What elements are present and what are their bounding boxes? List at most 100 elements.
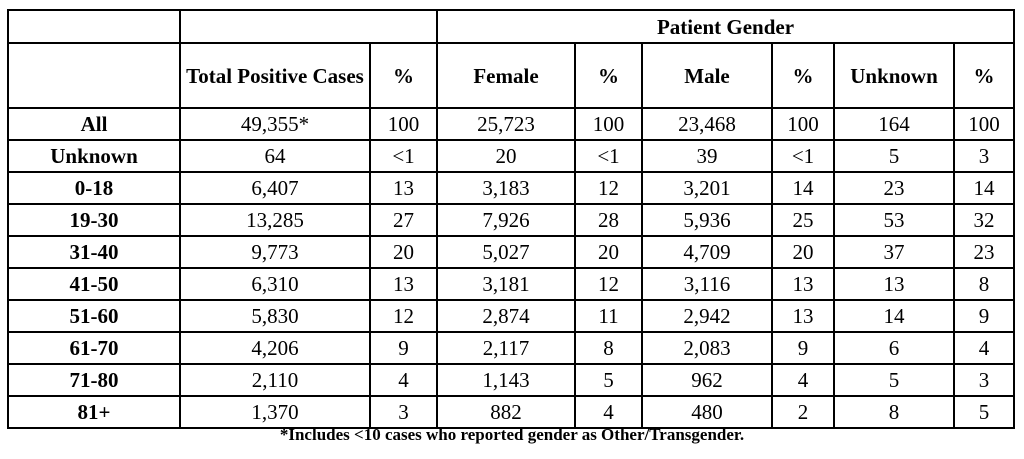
table-cell: 13 xyxy=(369,171,438,205)
table-row: All 49,355* 100 25,723 100 23,468 100 164 100 xyxy=(7,107,1016,141)
row-label: 81+ xyxy=(7,395,181,429)
table-cell: 12 xyxy=(574,171,643,205)
table-cell: 6,407 xyxy=(179,171,371,205)
table-cell: 13 xyxy=(833,267,955,301)
table-row: 0-18 6,407 13 3,183 12 3,201 14 23 14 xyxy=(7,171,1016,205)
table-cell: 9,773 xyxy=(179,235,371,269)
blank-header-cell xyxy=(179,9,438,44)
table-cell: 20 xyxy=(574,235,643,269)
table-cell: 49,355* xyxy=(179,107,371,141)
patient-gender-header: Patient Gender xyxy=(435,9,1016,44)
table-row: 51-60 5,830 12 2,874 11 2,942 13 14 9 xyxy=(7,299,1016,333)
column-header-pct: % xyxy=(574,42,643,109)
table-cell: 100 xyxy=(952,107,1016,141)
row-label: 19-30 xyxy=(7,203,181,237)
table-cell: 28 xyxy=(574,203,643,237)
table-cell: 3,116 xyxy=(641,267,773,301)
table-cell: 11 xyxy=(574,299,643,333)
table-cell: 14 xyxy=(771,171,835,205)
table-cell: 2,874 xyxy=(436,299,576,333)
table-cell: 8 xyxy=(952,267,1016,301)
table-cell: 13 xyxy=(771,267,835,301)
table-cell: 5 xyxy=(574,363,643,397)
table-cell: 25,723 xyxy=(436,107,576,141)
table-cell: 2,110 xyxy=(179,363,371,397)
table-cell: 4 xyxy=(369,363,438,397)
row-label: All xyxy=(7,107,181,141)
table-cell: 12 xyxy=(369,299,438,333)
table-cell: 164 xyxy=(833,107,955,141)
table-body: All 49,355* 100 25,723 100 23,468 100 164 100 Unk… xyxy=(7,107,1016,429)
row-label: 71-80 xyxy=(7,363,181,397)
table-row: 41-50 6,310 13 3,181 12 3,116 13 13 8 xyxy=(7,267,1016,301)
table-cell: 5 xyxy=(833,139,955,173)
column-header-male: Male xyxy=(641,42,773,109)
table-cell: 3,181 xyxy=(436,267,576,301)
table-cell: 9 xyxy=(952,299,1016,333)
table-cell: 4 xyxy=(771,363,835,397)
table-cell: 882 xyxy=(436,395,576,429)
table-row: 81+ 1,370 3 882 4 480 2 8 5 xyxy=(7,395,1016,429)
table-cell: 4 xyxy=(952,331,1016,365)
table-cell: 7,926 xyxy=(436,203,576,237)
row-label: 61-70 xyxy=(7,331,181,365)
table-cell: 3 xyxy=(952,363,1016,397)
table-cell: 23,468 xyxy=(641,107,773,141)
table-cell: 100 xyxy=(574,107,643,141)
table-cell: 23 xyxy=(833,171,955,205)
row-label: 0-18 xyxy=(7,171,181,205)
column-header-pct: % xyxy=(771,42,835,109)
table-cell: 9 xyxy=(771,331,835,365)
table-cell: 14 xyxy=(952,171,1016,205)
table-cell: 20 xyxy=(771,235,835,269)
table-cell: 5 xyxy=(952,395,1016,429)
table-cell: 3,183 xyxy=(436,171,576,205)
table-row: 19-30 13,285 27 7,926 28 5,936 25 53 32 xyxy=(7,203,1016,237)
table-cell: 23 xyxy=(952,235,1016,269)
table-cell: 3 xyxy=(369,395,438,429)
cases-table: Patient Gender Total Positive Cases % Fe… xyxy=(7,9,1016,429)
column-header-unknown: Unknown xyxy=(833,42,955,109)
footnote: *Includes <10 cases who reported gender … xyxy=(279,425,745,444)
column-header-total: Total Positive Cases xyxy=(179,42,371,109)
table-cell: 3,201 xyxy=(641,171,773,205)
table-cell: 32 xyxy=(952,203,1016,237)
table-cell: 2,083 xyxy=(641,331,773,365)
table-cell: 13 xyxy=(771,299,835,333)
table-cell: 3 xyxy=(952,139,1016,173)
table-cell: 14 xyxy=(833,299,955,333)
table-cell: 27 xyxy=(369,203,438,237)
table-cell: 5,027 xyxy=(436,235,576,269)
table-cell: 2 xyxy=(771,395,835,429)
table-row: Unknown 64 <1 20 <1 39 <1 5 3 xyxy=(7,139,1016,173)
table-cell: 25 xyxy=(771,203,835,237)
column-header xyxy=(7,42,181,109)
table-cell: <1 xyxy=(771,139,835,173)
table-cell: 5 xyxy=(833,363,955,397)
table-cell: 1,370 xyxy=(179,395,371,429)
table-cell: <1 xyxy=(369,139,438,173)
blank-corner-cell xyxy=(7,9,181,44)
table-cell: 6 xyxy=(833,331,955,365)
table-cell: 2,942 xyxy=(641,299,773,333)
table-cell: 13,285 xyxy=(179,203,371,237)
table-cell: 962 xyxy=(641,363,773,397)
column-header-pct: % xyxy=(369,42,438,109)
table-cell: 5,936 xyxy=(641,203,773,237)
table-cell: <1 xyxy=(574,139,643,173)
table-cell: 37 xyxy=(833,235,955,269)
table-row: 71-80 2,110 4 1,143 5 962 4 5 3 xyxy=(7,363,1016,397)
table-cell: 39 xyxy=(641,139,773,173)
table-cell: 100 xyxy=(369,107,438,141)
table-cell: 480 xyxy=(641,395,773,429)
table-row: 31-40 9,773 20 5,027 20 4,709 20 37 23 xyxy=(7,235,1016,269)
table-cell: 9 xyxy=(369,331,438,365)
table-row: 61-70 4,206 9 2,117 8 2,083 9 6 4 xyxy=(7,331,1016,365)
table-cell: 8 xyxy=(833,395,955,429)
column-header-female: Female xyxy=(436,42,576,109)
table-cell: 12 xyxy=(574,267,643,301)
table-cell: 64 xyxy=(179,139,371,173)
table-cell: 53 xyxy=(833,203,955,237)
table-cell: 5,830 xyxy=(179,299,371,333)
